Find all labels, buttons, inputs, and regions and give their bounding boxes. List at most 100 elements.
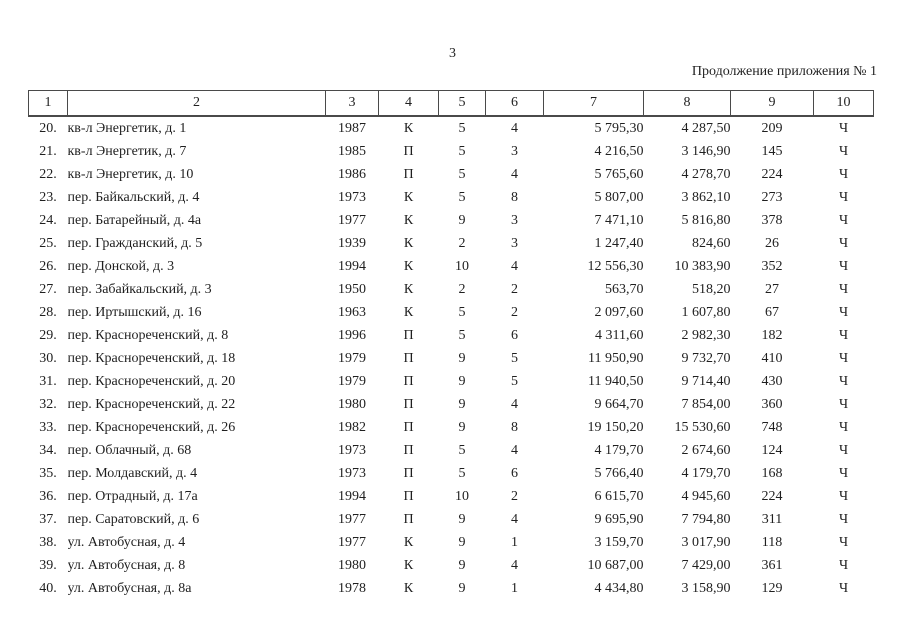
cell-address: пер. Отрадный, д. 17а [67, 488, 198, 504]
cell-ownership-form: Ч [838, 396, 849, 412]
cell-floors: 10 [455, 488, 469, 504]
cell-residents: 360 [761, 396, 783, 412]
cell-floors: 2 [458, 281, 466, 297]
cell-ownership-form: Ч [838, 557, 849, 573]
cell-year-built: 1986 [338, 166, 366, 182]
cell-wall-material: К [403, 235, 414, 251]
cell-residents: 209 [761, 120, 783, 136]
cell-ownership-form: Ч [838, 258, 849, 274]
table-row: 40. ул. Автобусная, д. 8а 1978 К 9 1 4 4… [29, 577, 874, 600]
cell-entrances: 3 [511, 143, 518, 159]
cell-ownership-form: Ч [838, 281, 849, 297]
cell-residents: 124 [761, 442, 783, 458]
cell-row-number: 36. [39, 488, 57, 504]
cell-wall-material: К [403, 304, 414, 320]
cell-ownership-form: Ч [838, 304, 849, 320]
cell-floors: 5 [458, 166, 466, 182]
cell-address: ул. Автобусная, д. 8 [67, 557, 186, 573]
cell-total-area: 5 766,40 [594, 465, 644, 481]
table-row: 26. пер. Донской, д. 3 1994 К 10 4 12 55… [29, 255, 874, 278]
cell-floors: 9 [458, 373, 466, 389]
cell-ownership-form: Ч [838, 580, 849, 596]
cell-entrances: 4 [511, 557, 518, 573]
cell-residents: 224 [761, 166, 783, 182]
cell-wall-material: П [403, 166, 414, 182]
cell-wall-material: К [403, 534, 414, 550]
cell-ownership-form: Ч [838, 442, 849, 458]
column-number-header: 10 [813, 90, 874, 117]
cell-row-number: 28. [39, 304, 57, 320]
cell-wall-material: П [403, 396, 414, 412]
cell-residents: 168 [761, 465, 783, 481]
cell-entrances: 2 [511, 304, 518, 320]
table-row: 37. пер. Саратовский, д. 6 1977 П 9 4 9 … [29, 508, 874, 531]
cell-entrances: 4 [511, 396, 518, 412]
cell-residents: 378 [761, 212, 783, 228]
cell-wall-material: П [403, 350, 414, 366]
cell-row-number: 35. [39, 465, 57, 481]
cell-floors: 5 [458, 304, 466, 320]
cell-floors: 9 [458, 511, 466, 527]
table-row: 30. пер. Краснореченский, д. 18 1979 П 9… [29, 347, 874, 370]
cell-address: пер. Краснореченский, д. 18 [67, 350, 236, 366]
page-number: 3 [449, 46, 456, 61]
cell-total-area: 6 615,70 [594, 488, 644, 504]
cell-living-area: 5 816,80 [681, 212, 731, 228]
cell-residents: 118 [761, 534, 783, 550]
cell-ownership-form: Ч [838, 166, 849, 182]
cell-residents: 26 [765, 235, 779, 251]
cell-living-area: 4 287,50 [681, 120, 731, 136]
cell-address: пер. Байкальский, д. 4 [67, 189, 200, 205]
cell-year-built: 1987 [338, 120, 366, 136]
cell-year-built: 1978 [338, 580, 366, 596]
cell-year-built: 1973 [338, 442, 366, 458]
cell-entrances: 4 [511, 120, 518, 136]
cell-ownership-form: Ч [838, 534, 849, 550]
cell-row-number: 32. [39, 396, 57, 412]
cell-wall-material: П [403, 327, 414, 343]
cell-residents: 27 [765, 281, 779, 297]
cell-year-built: 1977 [338, 212, 366, 228]
cell-total-area: 5 795,30 [594, 120, 644, 136]
cell-address: пер. Краснореченский, д. 26 [67, 419, 236, 435]
cell-row-number: 23. [39, 189, 57, 205]
cell-floors: 5 [458, 442, 466, 458]
cell-wall-material: К [403, 557, 414, 573]
cell-year-built: 1979 [338, 373, 366, 389]
cell-ownership-form: Ч [838, 120, 849, 136]
cell-floors: 9 [458, 580, 466, 596]
cell-floors: 9 [458, 534, 466, 550]
cell-total-area: 1 247,40 [594, 235, 644, 251]
cell-total-area: 4 311,60 [595, 327, 644, 343]
cell-row-number: 21. [39, 143, 57, 159]
cell-living-area: 3 146,90 [681, 143, 731, 159]
cell-total-area: 9 664,70 [594, 396, 644, 412]
cell-total-area: 12 556,30 [587, 258, 644, 274]
table-row: 39. ул. Автобусная, д. 8 1980 К 9 4 10 6… [29, 554, 874, 577]
cell-year-built: 1939 [338, 235, 366, 251]
cell-wall-material: К [403, 281, 414, 297]
table-row: 33. пер. Краснореченский, д. 26 1982 П 9… [29, 416, 874, 439]
cell-row-number: 39. [39, 557, 57, 573]
column-number-header: 4 [378, 90, 439, 117]
table-row: 29. пер. Краснореченский, д. 8 1996 П 5 … [29, 324, 874, 347]
cell-floors: 5 [458, 465, 466, 481]
cell-residents: 410 [761, 350, 783, 366]
cell-living-area: 9 714,40 [681, 373, 731, 389]
cell-ownership-form: Ч [838, 235, 849, 251]
cell-entrances: 1 [511, 580, 518, 596]
cell-total-area: 11 940,50 [588, 373, 644, 389]
column-number-header: 9 [730, 90, 814, 117]
cell-living-area: 3 862,10 [681, 189, 731, 205]
cell-total-area: 19 150,20 [587, 419, 644, 435]
cell-wall-material: К [403, 580, 414, 596]
cell-address: пер. Донской, д. 3 [67, 258, 175, 274]
cell-residents: 129 [761, 580, 783, 596]
cell-floors: 2 [458, 235, 466, 251]
cell-entrances: 4 [511, 166, 518, 182]
table-header-row: 1 2 3 4 5 6 7 8 9 10 [28, 90, 874, 117]
cell-row-number: 38. [39, 534, 57, 550]
cell-entrances: 5 [511, 350, 518, 366]
table-row: 35. пер. Молдавский, д. 4 1973 П 5 6 5 7… [29, 462, 874, 485]
